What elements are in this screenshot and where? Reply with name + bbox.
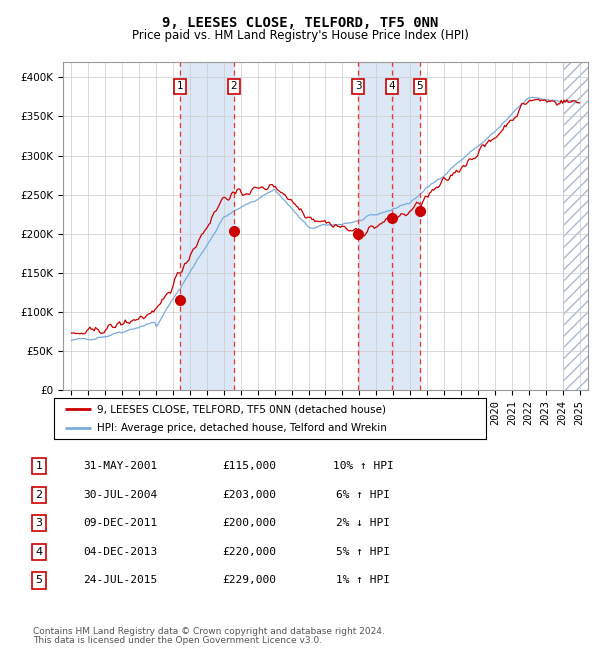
Text: £115,000: £115,000 xyxy=(222,461,276,471)
Bar xyxy=(563,62,588,390)
Text: 10% ↑ HPI: 10% ↑ HPI xyxy=(332,461,394,471)
Text: This data is licensed under the Open Government Licence v3.0.: This data is licensed under the Open Gov… xyxy=(33,636,322,645)
Text: 2% ↓ HPI: 2% ↓ HPI xyxy=(336,518,390,528)
Text: 31-MAY-2001: 31-MAY-2001 xyxy=(83,461,157,471)
Bar xyxy=(358,62,392,390)
Text: 5: 5 xyxy=(416,81,423,92)
Text: HPI: Average price, detached house, Telford and Wrekin: HPI: Average price, detached house, Telf… xyxy=(97,423,387,433)
Text: 04-DEC-2013: 04-DEC-2013 xyxy=(83,547,157,557)
Text: 2: 2 xyxy=(230,81,237,92)
Text: 24-JUL-2015: 24-JUL-2015 xyxy=(83,575,157,586)
Text: 3: 3 xyxy=(355,81,361,92)
Text: £220,000: £220,000 xyxy=(222,547,276,557)
Text: 30-JUL-2004: 30-JUL-2004 xyxy=(83,489,157,500)
Text: 9, LEESES CLOSE, TELFORD, TF5 0NN: 9, LEESES CLOSE, TELFORD, TF5 0NN xyxy=(162,16,438,31)
Text: £200,000: £200,000 xyxy=(222,518,276,528)
Text: 2: 2 xyxy=(35,489,43,500)
Text: 4: 4 xyxy=(389,81,395,92)
Text: 3: 3 xyxy=(35,518,43,528)
Text: Contains HM Land Registry data © Crown copyright and database right 2024.: Contains HM Land Registry data © Crown c… xyxy=(33,627,385,636)
Text: Price paid vs. HM Land Registry's House Price Index (HPI): Price paid vs. HM Land Registry's House … xyxy=(131,29,469,42)
Text: £203,000: £203,000 xyxy=(222,489,276,500)
Text: 1: 1 xyxy=(177,81,184,92)
Text: 5% ↑ HPI: 5% ↑ HPI xyxy=(336,547,390,557)
Text: 5: 5 xyxy=(35,575,43,586)
Text: 9, LEESES CLOSE, TELFORD, TF5 0NN (detached house): 9, LEESES CLOSE, TELFORD, TF5 0NN (detac… xyxy=(97,404,386,414)
Text: 6% ↑ HPI: 6% ↑ HPI xyxy=(336,489,390,500)
Text: 1: 1 xyxy=(35,461,43,471)
Bar xyxy=(180,62,234,390)
Text: 09-DEC-2011: 09-DEC-2011 xyxy=(83,518,157,528)
Text: 4: 4 xyxy=(35,547,43,557)
Text: 1% ↑ HPI: 1% ↑ HPI xyxy=(336,575,390,586)
Text: £229,000: £229,000 xyxy=(222,575,276,586)
Bar xyxy=(392,62,419,390)
